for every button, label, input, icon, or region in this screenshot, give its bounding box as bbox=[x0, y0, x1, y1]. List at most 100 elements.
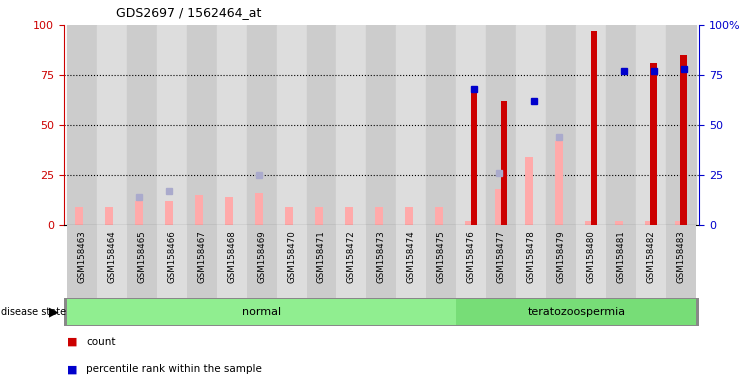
Text: GSM158465: GSM158465 bbox=[137, 230, 146, 283]
Text: GSM158478: GSM158478 bbox=[527, 230, 536, 283]
Text: ■: ■ bbox=[67, 337, 78, 347]
Bar bbox=[186, 25, 216, 225]
Bar bbox=[165, 201, 174, 225]
Bar bbox=[375, 207, 383, 225]
Text: GSM158479: GSM158479 bbox=[557, 230, 566, 283]
Text: GSM158473: GSM158473 bbox=[377, 230, 386, 283]
Text: GSM158472: GSM158472 bbox=[347, 230, 356, 283]
Bar bbox=[675, 221, 683, 225]
Text: GSM158463: GSM158463 bbox=[77, 230, 86, 283]
Bar bbox=[516, 25, 547, 225]
Bar bbox=[96, 225, 126, 298]
Bar bbox=[486, 25, 516, 225]
Bar bbox=[96, 25, 126, 225]
Bar bbox=[307, 225, 337, 298]
Text: GSM158476: GSM158476 bbox=[467, 230, 476, 283]
Bar bbox=[681, 55, 687, 225]
Bar bbox=[105, 207, 114, 225]
Bar bbox=[367, 225, 396, 298]
Bar bbox=[547, 225, 577, 298]
Bar bbox=[426, 225, 456, 298]
Text: GSM158480: GSM158480 bbox=[587, 230, 596, 283]
Bar bbox=[590, 31, 597, 225]
Bar bbox=[516, 225, 547, 298]
Bar bbox=[255, 193, 263, 225]
Text: GSM158464: GSM158464 bbox=[107, 230, 116, 283]
Bar bbox=[285, 207, 293, 225]
Bar bbox=[577, 25, 607, 225]
Bar bbox=[465, 221, 473, 225]
Text: GSM158475: GSM158475 bbox=[437, 230, 446, 283]
Bar bbox=[456, 25, 486, 225]
Bar bbox=[666, 25, 696, 225]
Bar bbox=[345, 207, 353, 225]
Text: percentile rank within the sample: percentile rank within the sample bbox=[86, 364, 262, 374]
Text: GSM158469: GSM158469 bbox=[257, 230, 266, 283]
Bar bbox=[67, 225, 96, 298]
Bar bbox=[555, 141, 563, 225]
Bar bbox=[135, 201, 144, 225]
Bar bbox=[126, 225, 156, 298]
Bar bbox=[486, 225, 516, 298]
Text: GDS2697 / 1562464_at: GDS2697 / 1562464_at bbox=[116, 6, 261, 19]
Bar bbox=[67, 25, 96, 225]
Bar bbox=[216, 25, 247, 225]
Bar bbox=[500, 101, 507, 225]
Text: count: count bbox=[86, 337, 115, 347]
Bar bbox=[277, 25, 307, 225]
Bar bbox=[225, 197, 233, 225]
Bar bbox=[615, 221, 623, 225]
Bar bbox=[607, 25, 637, 225]
Bar bbox=[637, 25, 666, 225]
Text: GSM158467: GSM158467 bbox=[197, 230, 206, 283]
Bar bbox=[456, 299, 696, 325]
Bar bbox=[426, 25, 456, 225]
Bar bbox=[277, 225, 307, 298]
Text: disease state: disease state bbox=[1, 307, 66, 317]
Bar bbox=[67, 299, 456, 325]
Bar bbox=[337, 25, 367, 225]
Bar bbox=[577, 225, 607, 298]
Bar bbox=[396, 225, 426, 298]
Bar bbox=[186, 225, 216, 298]
Bar bbox=[637, 225, 666, 298]
Text: teratozoospermia: teratozoospermia bbox=[527, 307, 625, 317]
Text: GSM158470: GSM158470 bbox=[287, 230, 296, 283]
Text: GSM158466: GSM158466 bbox=[167, 230, 176, 283]
Bar bbox=[156, 25, 186, 225]
Bar bbox=[216, 225, 247, 298]
Bar bbox=[367, 25, 396, 225]
Bar bbox=[525, 157, 533, 225]
Text: GSM158483: GSM158483 bbox=[677, 230, 686, 283]
Bar bbox=[247, 25, 277, 225]
Bar bbox=[247, 225, 277, 298]
Text: normal: normal bbox=[242, 307, 281, 317]
Bar bbox=[337, 225, 367, 298]
Bar bbox=[495, 189, 503, 225]
Text: GSM158468: GSM158468 bbox=[227, 230, 236, 283]
Text: GSM158471: GSM158471 bbox=[317, 230, 326, 283]
Bar bbox=[547, 25, 577, 225]
Text: GSM158477: GSM158477 bbox=[497, 230, 506, 283]
Bar bbox=[156, 225, 186, 298]
Bar bbox=[75, 207, 83, 225]
Bar bbox=[456, 225, 486, 298]
Bar bbox=[315, 207, 323, 225]
Bar bbox=[645, 221, 653, 225]
Bar bbox=[307, 25, 337, 225]
Bar bbox=[585, 221, 593, 225]
Bar bbox=[666, 225, 696, 298]
Bar bbox=[396, 25, 426, 225]
Bar bbox=[405, 207, 413, 225]
Bar bbox=[607, 225, 637, 298]
Bar bbox=[651, 63, 657, 225]
Text: GSM158482: GSM158482 bbox=[647, 230, 656, 283]
Text: GSM158481: GSM158481 bbox=[617, 230, 626, 283]
Text: ▶: ▶ bbox=[49, 306, 59, 318]
Text: ■: ■ bbox=[67, 364, 78, 374]
Bar bbox=[126, 25, 156, 225]
Bar bbox=[435, 207, 444, 225]
Bar bbox=[195, 195, 203, 225]
Text: GSM158474: GSM158474 bbox=[407, 230, 416, 283]
Bar bbox=[470, 89, 477, 225]
